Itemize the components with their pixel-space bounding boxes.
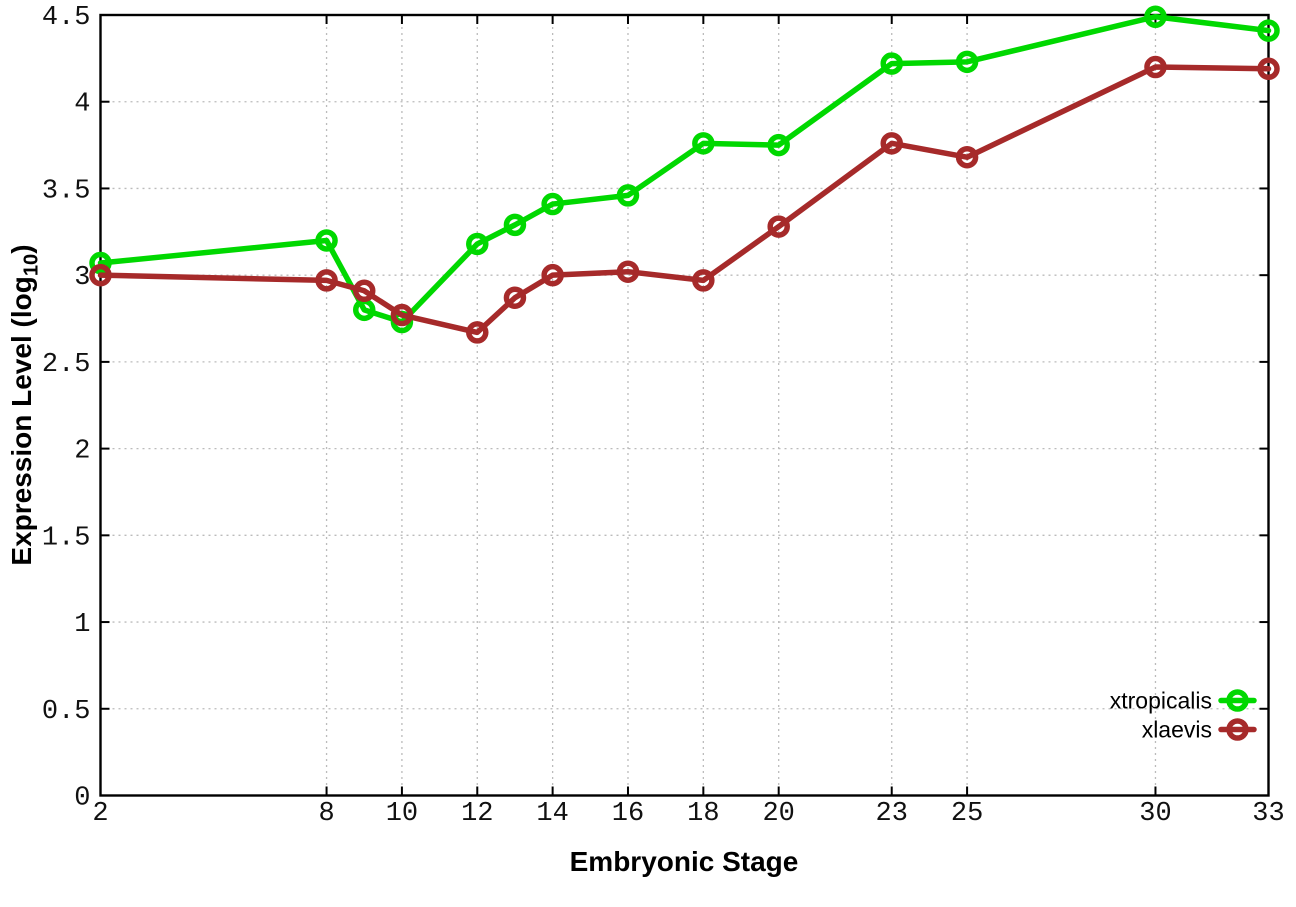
series-marker-xtropicalis — [541, 192, 564, 216]
x-tick-label: 8 — [318, 799, 334, 829]
series-marker-xlaevis — [352, 279, 376, 303]
y-tick-label: 2 — [74, 437, 90, 467]
x-tick-label: 25 — [951, 799, 983, 829]
series-marker-xlaevis — [880, 132, 903, 155]
legend-marker-xtropicalis — [1226, 689, 1249, 712]
series-line-xlaevis — [97, 64, 1272, 336]
series-marker-xlaevis — [315, 269, 338, 292]
y-tick-label: 0.5 — [42, 697, 91, 727]
series-marker-xlaevis — [541, 263, 564, 287]
y-tick-label: 3.5 — [42, 176, 91, 206]
x-tick-label: 23 — [876, 799, 908, 829]
y-tick-label: 2.5 — [42, 350, 91, 380]
series-marker-xtropicalis — [89, 251, 112, 275]
x-tick-label: 14 — [536, 799, 568, 829]
x-tick-label: 20 — [762, 799, 794, 829]
series-marker-xlaevis — [466, 321, 489, 344]
x-tick-label: 16 — [612, 799, 644, 829]
legend-marker-xlaevis — [1226, 718, 1249, 741]
series-marker-xlaevis — [692, 269, 715, 292]
series-marker-xtropicalis — [315, 229, 338, 252]
y-tick-label: 0 — [74, 784, 90, 814]
series-marker-xtropicalis — [767, 133, 790, 157]
series-marker-xlaevis — [390, 303, 414, 327]
y-axis-title-prefix: Expression Level (log — [6, 276, 37, 566]
legend-label-xtropicalis: xtropicalis — [1110, 688, 1212, 714]
y-axis-title: Expression Level (log10) — [6, 0, 54, 815]
x-tick-label: 10 — [386, 799, 418, 829]
y-axis-title-subscript: 10 — [20, 253, 43, 277]
x-tick-label: 18 — [687, 799, 719, 829]
series-marker-xtropicalis — [616, 184, 640, 207]
y-tick-label: 4.5 — [42, 3, 91, 33]
series-marker-xlaevis — [767, 215, 790, 238]
series-marker-xlaevis — [1144, 55, 1167, 79]
x-tick-label: 33 — [1252, 799, 1284, 829]
series-marker-xtropicalis — [1257, 19, 1280, 42]
x-tick-label: 12 — [461, 799, 493, 829]
series-marker-xtropicalis — [1144, 5, 1167, 28]
y-tick-label: 4 — [74, 90, 90, 120]
series-marker-xtropicalis — [466, 232, 489, 256]
x-tick-label: 2 — [92, 799, 108, 829]
y-tick-label: 1 — [74, 610, 90, 640]
y-tick-label: 1.5 — [42, 523, 91, 553]
series-marker-xlaevis — [955, 145, 979, 169]
series-marker-xtropicalis — [503, 213, 527, 237]
series-marker-xlaevis — [616, 260, 640, 283]
series-marker-xtropicalis — [692, 132, 715, 155]
series-marker-xtropicalis — [880, 52, 903, 75]
y-axis-title-suffix: ) — [6, 244, 37, 254]
series-marker-xlaevis — [503, 286, 527, 309]
x-axis-title: Embryonic Stage — [569, 846, 799, 877]
series-marker-xlaevis — [89, 263, 112, 287]
series-marker-xlaevis — [1257, 57, 1280, 81]
legend-label-xlaevis: xlaevis — [1142, 717, 1212, 743]
y-tick-label: 3 — [74, 263, 90, 293]
x-tick-label: 30 — [1139, 799, 1171, 829]
series-marker-xtropicalis — [955, 50, 979, 74]
plot-border — [99, 13, 1270, 797]
